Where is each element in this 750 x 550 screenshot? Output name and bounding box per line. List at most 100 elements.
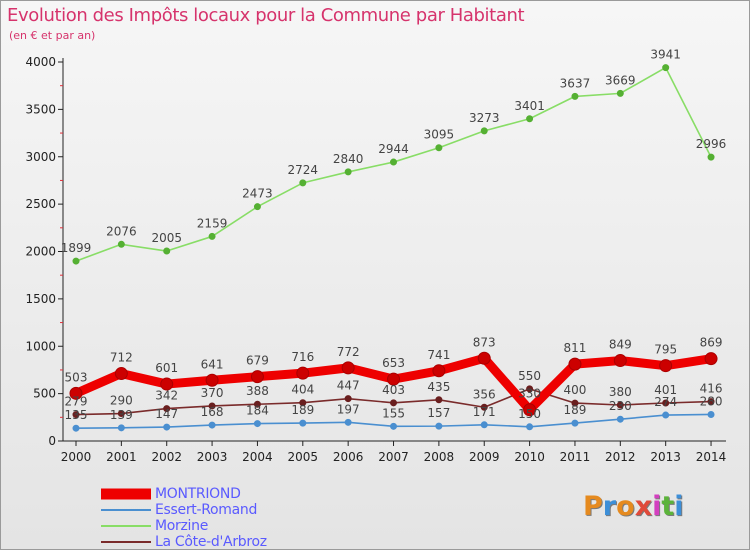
point-la-cote-d-arbroz-2002 bbox=[163, 405, 171, 413]
data-label-montriond-2005: 716 bbox=[291, 350, 314, 364]
point-montriond-2010 bbox=[523, 403, 537, 417]
point-montriond-2014 bbox=[704, 352, 718, 366]
point-montriond-2008 bbox=[432, 364, 446, 378]
data-label-la-cote-d-arbroz-2000: 279 bbox=[65, 395, 88, 409]
data-label-morzine-2014: 2996 bbox=[696, 137, 727, 151]
y-tick-label-2000: 2000 bbox=[25, 245, 56, 259]
legend-swatch-montriond bbox=[101, 488, 151, 500]
data-label-morzine-2010: 3401 bbox=[514, 99, 545, 113]
x-tick-label-2012: 2012 bbox=[605, 450, 636, 464]
data-label-montriond-2013: 795 bbox=[654, 343, 677, 357]
data-label-morzine-2000: 1899 bbox=[61, 241, 92, 255]
data-label-morzine-2006: 2840 bbox=[333, 152, 364, 166]
data-label-montriond-2010: 330 bbox=[518, 387, 541, 401]
point-morzine-2000 bbox=[72, 257, 80, 265]
point-essert-romand-2014 bbox=[707, 410, 715, 418]
point-la-cote-d-arbroz-2014 bbox=[707, 398, 715, 406]
chart-title: Evolution des Impôts locaux pour la Comm… bbox=[7, 5, 525, 26]
point-morzine-2014 bbox=[707, 153, 715, 161]
point-montriond-2006 bbox=[341, 361, 355, 375]
point-la-cote-d-arbroz-2004 bbox=[253, 400, 261, 408]
data-label-morzine-2009: 3273 bbox=[469, 111, 500, 125]
logo-letter: P bbox=[583, 491, 603, 522]
data-label-montriond-2004: 679 bbox=[246, 354, 269, 368]
point-morzine-2006 bbox=[344, 168, 352, 176]
data-label-essert-romand-2003: 168 bbox=[201, 405, 224, 419]
data-label-la-cote-d-arbroz-2014: 416 bbox=[700, 382, 723, 396]
point-montriond-2013 bbox=[659, 359, 673, 373]
data-label-essert-romand-2006: 197 bbox=[337, 402, 360, 416]
point-la-cote-d-arbroz-2010 bbox=[526, 385, 534, 393]
data-label-la-cote-d-arbroz-2001: 290 bbox=[110, 394, 133, 408]
legend-swatch-morzine bbox=[101, 525, 151, 527]
proxiti-logo: Proxiti bbox=[583, 491, 684, 522]
point-montriond-2002 bbox=[160, 377, 174, 391]
data-label-la-cote-d-arbroz-2010: 550 bbox=[518, 369, 541, 383]
x-tick-label-2007: 2007 bbox=[378, 450, 409, 464]
x-tick-label-2002: 2002 bbox=[151, 450, 182, 464]
point-essert-romand-2013 bbox=[662, 411, 670, 419]
data-label-montriond-2009: 873 bbox=[473, 335, 496, 349]
point-morzine-2008 bbox=[435, 144, 443, 152]
data-label-morzine-2008: 3095 bbox=[424, 128, 455, 142]
point-la-cote-d-arbroz-2003 bbox=[208, 402, 216, 410]
data-label-morzine-2002: 2005 bbox=[151, 231, 182, 245]
point-la-cote-d-arbroz-2005 bbox=[299, 399, 307, 407]
logo-letter: i bbox=[652, 491, 662, 522]
legend-label-la-cote-d-arbroz: La Côte-d'Arbroz bbox=[155, 534, 267, 550]
legend-swatch-essert-romand bbox=[101, 509, 151, 511]
point-la-cote-d-arbroz-2000 bbox=[72, 411, 80, 419]
data-label-la-cote-d-arbroz-2004: 388 bbox=[246, 384, 269, 398]
point-montriond-2004 bbox=[250, 370, 264, 384]
logo-letter: x bbox=[634, 491, 653, 522]
legend-label-essert-romand: Essert-Romand bbox=[155, 502, 258, 518]
data-label-essert-romand-2014: 280 bbox=[700, 394, 723, 408]
data-label-la-cote-d-arbroz-2007: 403 bbox=[382, 383, 405, 397]
point-la-cote-d-arbroz-2007 bbox=[390, 399, 398, 407]
data-label-montriond-2008: 741 bbox=[427, 348, 450, 362]
data-label-essert-romand-2010: 150 bbox=[518, 407, 541, 421]
data-label-morzine-2003: 2159 bbox=[197, 216, 228, 230]
point-morzine-2007 bbox=[390, 158, 398, 166]
series-group bbox=[69, 64, 718, 432]
data-label-morzine-2011: 3637 bbox=[560, 76, 591, 90]
x-tick-label-2014: 2014 bbox=[696, 450, 727, 464]
point-essert-romand-2001 bbox=[117, 424, 125, 432]
point-morzine-2013 bbox=[662, 64, 670, 72]
data-label-la-cote-d-arbroz-2002: 342 bbox=[155, 389, 178, 403]
point-la-cote-d-arbroz-2012 bbox=[616, 401, 624, 409]
point-montriond-2003 bbox=[205, 373, 219, 387]
data-labels: 503 712 601 641 679 716 772 653 741 873 330 811 849 7… bbox=[61, 48, 727, 423]
data-label-essert-romand-2012: 230 bbox=[609, 399, 632, 413]
axes: 0 500 1000 1500 2000 2500 3000 3500 4000 2000 2001… bbox=[25, 55, 726, 464]
chart-subtitle: (en € et par an) bbox=[9, 29, 96, 42]
point-morzine-2009 bbox=[480, 127, 488, 135]
point-morzine-2010 bbox=[526, 115, 534, 123]
point-montriond-2007 bbox=[387, 372, 401, 386]
data-label-montriond-2000: 503 bbox=[65, 370, 88, 384]
point-morzine-2011 bbox=[571, 92, 579, 100]
y-tick-label-1000: 1000 bbox=[25, 339, 56, 353]
point-morzine-2002 bbox=[163, 247, 171, 255]
data-label-essert-romand-2011: 189 bbox=[564, 403, 587, 417]
x-tick-label-2003: 2003 bbox=[197, 450, 228, 464]
point-essert-romand-2007 bbox=[390, 422, 398, 430]
point-essert-romand-2010 bbox=[526, 423, 534, 431]
data-label-montriond-2012: 849 bbox=[609, 338, 632, 352]
point-morzine-2012 bbox=[616, 89, 624, 97]
x-tick-label-2006: 2006 bbox=[333, 450, 364, 464]
legend-label-morzine: Morzine bbox=[155, 518, 209, 534]
data-label-morzine-2001: 2076 bbox=[106, 224, 137, 238]
data-label-la-cote-d-arbroz-2013: 401 bbox=[654, 383, 677, 397]
legend-label-montriond: MONTRIOND bbox=[155, 486, 241, 502]
x-tick-label-2010: 2010 bbox=[514, 450, 545, 464]
logo-letter: o bbox=[616, 491, 635, 522]
point-essert-romand-2002 bbox=[163, 423, 171, 431]
data-label-morzine-2004: 2473 bbox=[242, 187, 273, 201]
data-label-la-cote-d-arbroz-2003: 370 bbox=[201, 386, 224, 400]
y-tick-label-3500: 3500 bbox=[25, 102, 56, 116]
data-label-essert-romand-2002: 147 bbox=[155, 407, 178, 421]
point-montriond-2001 bbox=[114, 367, 128, 381]
